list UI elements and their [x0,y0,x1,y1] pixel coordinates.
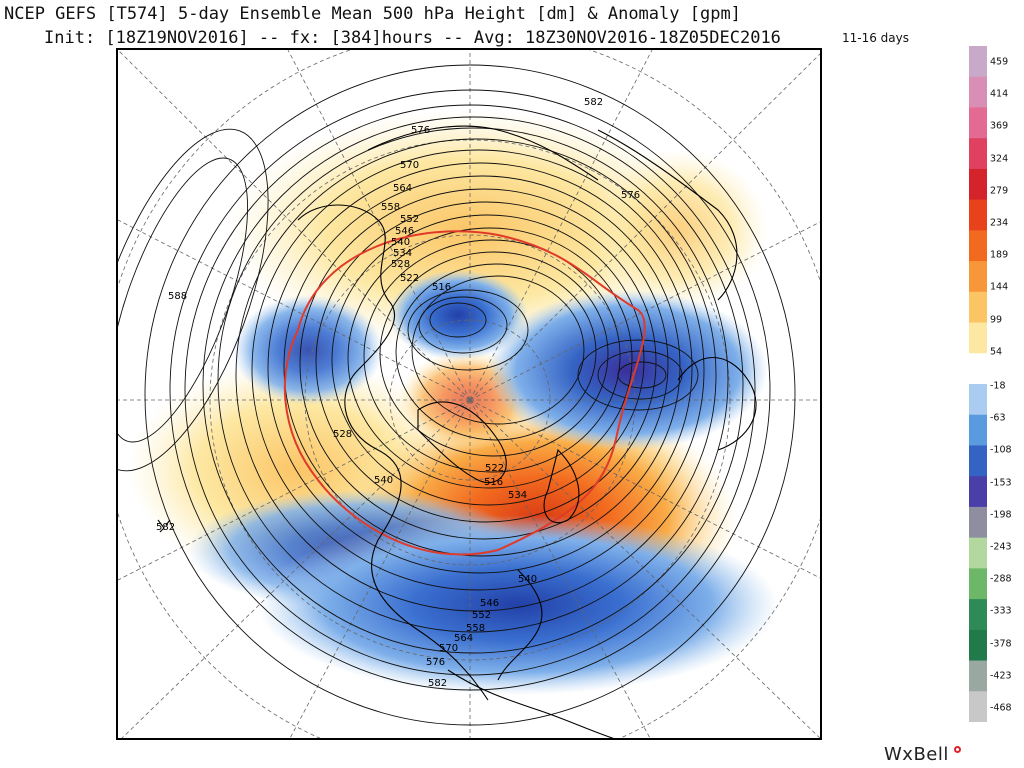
colorbar-tick-label: -468 [990,702,1012,714]
colorbar-swatch [969,291,987,324]
colorbar-tick-label: -108 [990,444,1012,456]
colorbar-tick-label: 279 [990,185,1009,197]
colorbar-tick-label: -423 [990,670,1012,682]
colorbar-tick-label: 369 [990,120,1009,132]
colorbar-swatch [969,445,987,477]
colorbar-swatch [969,76,987,108]
wxbell-logo: WxBell [884,744,949,765]
colorbar-tick-label: 324 [990,153,1009,165]
polar-map-panel: 582 576 570 564 558 552 546 540 534 528 … [116,48,822,740]
colorbar-tick-label: -153 [990,477,1012,489]
svg-text:570: 570 [439,643,458,654]
colorbar-swatch [969,476,987,508]
colorbar-swatch [969,599,987,631]
svg-text:546: 546 [395,226,414,237]
colorbar-swatch [969,691,987,722]
colorbar-swatch [969,384,987,416]
colorbar-tick-label: -378 [990,638,1012,650]
colorbar-swatch [969,537,987,569]
logo-dot-icon [954,746,961,753]
colorbar-swatch [969,230,987,262]
colorbar-swatch [969,168,987,201]
svg-text:564: 564 [393,183,412,194]
chart-title: NCEP GEFS [T574] 5-day Ensemble Mean 500… [4,4,741,24]
colorbar-tick-label: 234 [990,217,1009,229]
colorbar-swatch [969,199,987,231]
colorbar-tick-label: 459 [990,56,1009,68]
svg-text:522: 522 [400,273,419,284]
svg-text:558: 558 [466,623,485,634]
anomaly-zero-line [283,230,646,556]
colorbar-swatch [969,322,987,354]
svg-text:570: 570 [400,160,419,171]
svg-text:576: 576 [411,125,430,136]
svg-text:576: 576 [426,657,445,668]
svg-text:534: 534 [393,248,412,259]
colorbar-swatch [969,107,987,139]
svg-text:582: 582 [156,522,175,533]
graticule [118,50,820,738]
svg-text:546: 546 [480,598,499,609]
svg-text:564: 564 [454,633,473,644]
colorbar-swatch [969,353,987,385]
svg-text:582: 582 [428,678,447,689]
anomaly-colorbar [969,46,987,722]
colorbar-tick-label: 99 [990,314,1003,326]
colorbar-tick-label: 54 [990,346,1003,358]
height-contours [118,64,796,726]
svg-text:516: 516 [484,477,503,488]
svg-text:540: 540 [374,475,393,486]
svg-text:540: 540 [518,574,537,585]
colorbar-swatch [969,46,987,78]
colorbar-tick-label: 144 [990,281,1009,293]
colorbar-tick-label: -198 [990,509,1012,521]
colorbar-swatch [969,629,987,662]
svg-text:588: 588 [168,291,187,302]
svg-text:540: 540 [391,237,410,248]
colorbar-tick-label: 414 [990,88,1009,100]
height-anomaly-map: 582 576 570 564 558 552 546 540 534 528 … [118,50,820,738]
svg-text:528: 528 [333,429,352,440]
contour-labels: 582 576 570 564 558 552 546 540 534 528 … [156,97,640,689]
svg-text:558: 558 [381,202,400,213]
colorbar-tick-label: -333 [990,605,1012,617]
svg-text:552: 552 [472,610,491,621]
colorbar-swatch [969,660,987,692]
coastlines [157,125,757,738]
colorbar-swatch [969,414,987,446]
colorbar-tick-label: -18 [990,380,1006,392]
chart-subtitle: Init: [18Z19NOV2016] -- fx: [384]hours -… [44,28,781,48]
svg-text:516: 516 [432,282,451,293]
svg-text:522: 522 [485,463,504,474]
forecast-range-label: 11-16 days [842,31,910,45]
colorbar-swatch [969,568,987,600]
colorbar-tick-label: -243 [990,541,1012,553]
colorbar-swatch [969,506,987,539]
svg-text:582: 582 [584,97,603,108]
svg-text:576: 576 [621,190,640,201]
colorbar-tick-label: 189 [990,249,1009,261]
svg-text:552: 552 [400,214,419,225]
colorbar-tick-label: -63 [990,412,1006,424]
colorbar-swatch [969,138,987,170]
svg-text:534: 534 [508,490,527,501]
colorbar-tick-label: -288 [990,573,1012,585]
colorbar-swatch [969,261,987,293]
svg-text:528: 528 [391,259,410,270]
